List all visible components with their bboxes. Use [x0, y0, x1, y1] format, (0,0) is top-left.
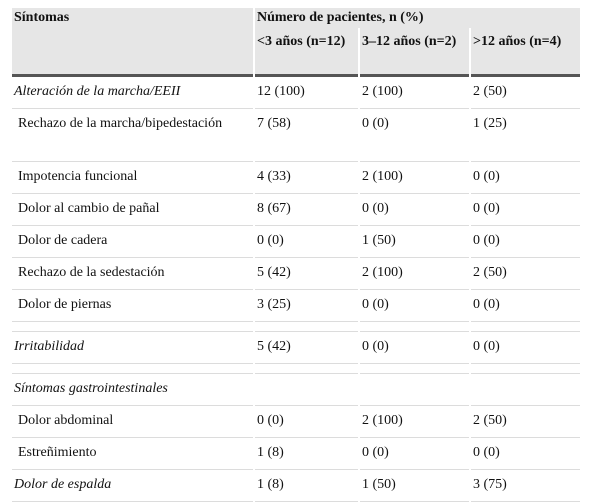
symptoms-table: Síntomas Número de pacientes, n (%) <3 a…: [10, 8, 582, 502]
spacer-cell: [255, 322, 358, 332]
cell: 0 (0): [471, 438, 581, 470]
cell: 2 (100): [360, 77, 469, 109]
column-header: >12 años (n=4): [471, 28, 581, 77]
cell: 3 (75): [471, 470, 581, 502]
row-label: Dolor de cadera: [12, 226, 253, 258]
spacer-row: [12, 322, 581, 332]
cell: 5 (42): [255, 332, 358, 364]
spacer-row: [12, 364, 581, 374]
header-cell: [12, 28, 253, 77]
row-label: Irritabilidad: [12, 332, 253, 364]
header-title: Síntomas: [12, 8, 253, 28]
cell: 2 (100): [360, 162, 469, 194]
row-label: Estreñimiento: [12, 438, 253, 470]
spacer-cell: [360, 322, 469, 332]
cell: 5 (42): [255, 258, 358, 290]
spacer-cell: [471, 322, 581, 332]
spacer-cell: [360, 364, 469, 374]
cell: 0 (0): [471, 194, 581, 226]
cell: 0 (0): [360, 109, 469, 162]
table-row: Dolor de piernas 3 (25) 0 (0) 0 (0): [12, 290, 581, 322]
row-label: Síntomas gastrointestinales: [12, 374, 253, 406]
table-row: Rechazo de la sedestación 5 (42) 2 (100) 2 …: [12, 258, 581, 290]
cell: [471, 374, 581, 406]
cell: 0 (0): [360, 194, 469, 226]
cell: 1 (25): [471, 109, 581, 162]
cell: 0 (0): [471, 162, 581, 194]
spacer-cell: [471, 364, 581, 374]
table-row: Rechazo de la marcha/bipedestación 7 (58)…: [12, 109, 581, 162]
table-row: Dolor de cadera 0 (0) 1 (50) 0 (0): [12, 226, 581, 258]
cell: 2 (50): [471, 258, 581, 290]
cell: 0 (0): [360, 332, 469, 364]
header-group: Número de pacientes, n (%): [255, 8, 581, 28]
cell: 0 (0): [255, 406, 358, 438]
table-body: Alteración de la marcha/EEII 12 (100) 2 (1…: [12, 77, 581, 502]
table-row: Impotencia funcional 4 (33) 2 (100) 0 (0): [12, 162, 581, 194]
cell: 2 (50): [471, 77, 581, 109]
cell: 2 (100): [360, 406, 469, 438]
row-label: Impotencia funcional: [12, 162, 253, 194]
cell: 0 (0): [471, 290, 581, 322]
cell: 1 (50): [360, 470, 469, 502]
cell: [360, 374, 469, 406]
spacer-cell: [12, 322, 253, 332]
row-label: Dolor abdominal: [12, 406, 253, 438]
cell: 12 (100): [255, 77, 358, 109]
cell: 1 (8): [255, 438, 358, 470]
column-header: 3–12 años (n=2): [360, 28, 469, 77]
row-label: Dolor al cambio de pañal: [12, 194, 253, 226]
spacer-cell: [255, 364, 358, 374]
cell: 1 (8): [255, 470, 358, 502]
row-label: Dolor de espalda: [12, 470, 253, 502]
row-label: Rechazo de la marcha/bipedestación: [12, 109, 253, 162]
cell: 0 (0): [471, 226, 581, 258]
table-row: Dolor de espalda 1 (8) 1 (50) 3 (75): [12, 470, 581, 502]
cell: 0 (0): [360, 290, 469, 322]
row-label: Rechazo de la sedestación: [12, 258, 253, 290]
table-row: Alteración de la marcha/EEII 12 (100) 2 (1…: [12, 77, 581, 109]
table-row: Irritabilidad 5 (42) 0 (0) 0 (0): [12, 332, 581, 364]
cell: 0 (0): [255, 226, 358, 258]
cell: 0 (0): [471, 332, 581, 364]
cell: 1 (50): [360, 226, 469, 258]
cell: 3 (25): [255, 290, 358, 322]
cell: 4 (33): [255, 162, 358, 194]
row-label: Alteración de la marcha/EEII: [12, 77, 253, 109]
cell: 7 (58): [255, 109, 358, 162]
table-row: Síntomas gastrointestinales: [12, 374, 581, 406]
cell: 2 (50): [471, 406, 581, 438]
table-row: Estreñimiento 1 (8) 0 (0) 0 (0): [12, 438, 581, 470]
cell: [255, 374, 358, 406]
row-label: Dolor de piernas: [12, 290, 253, 322]
cell: 2 (100): [360, 258, 469, 290]
cell: 0 (0): [360, 438, 469, 470]
table-row: Dolor al cambio de pañal 8 (67) 0 (0) 0 (0): [12, 194, 581, 226]
column-header: <3 años (n=12): [255, 28, 358, 77]
cell: 8 (67): [255, 194, 358, 226]
spacer-cell: [12, 364, 253, 374]
table-row: Dolor abdominal 0 (0) 2 (100) 2 (50): [12, 406, 581, 438]
